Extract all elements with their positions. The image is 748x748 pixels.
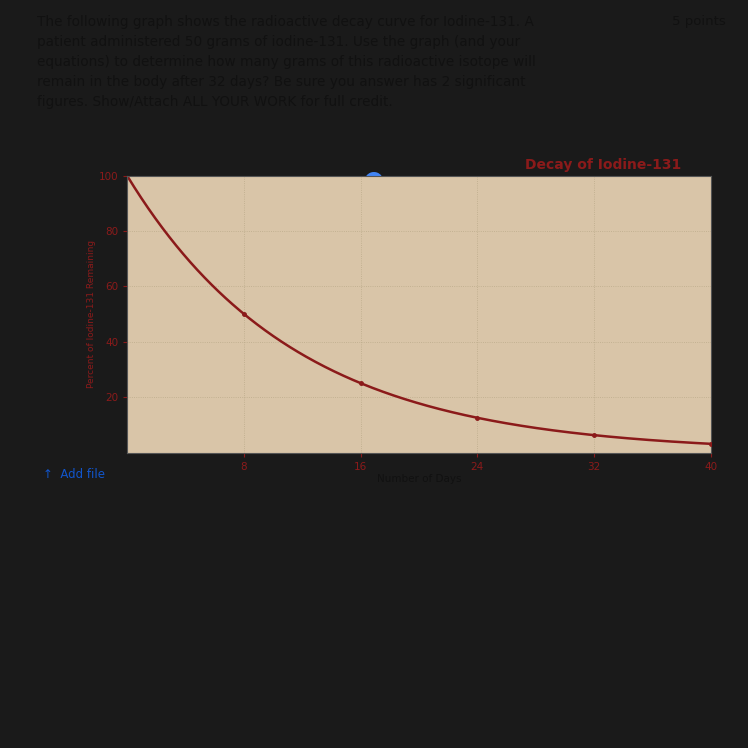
Y-axis label: Percent of Iodine-131 Remaining: Percent of Iodine-131 Remaining <box>87 240 96 388</box>
Text: ●: ● <box>366 172 382 191</box>
Text: ↑  Add file: ↑ Add file <box>43 468 105 482</box>
Text: 5 points: 5 points <box>672 15 726 28</box>
Text: ●: ● <box>363 169 385 194</box>
Text: The following graph shows the radioactive decay curve for Iodine-131. A
patient : The following graph shows the radioactiv… <box>37 15 536 109</box>
X-axis label: Number of Days: Number of Days <box>377 474 461 485</box>
Text: Decay of Iodine-131: Decay of Iodine-131 <box>525 158 681 172</box>
